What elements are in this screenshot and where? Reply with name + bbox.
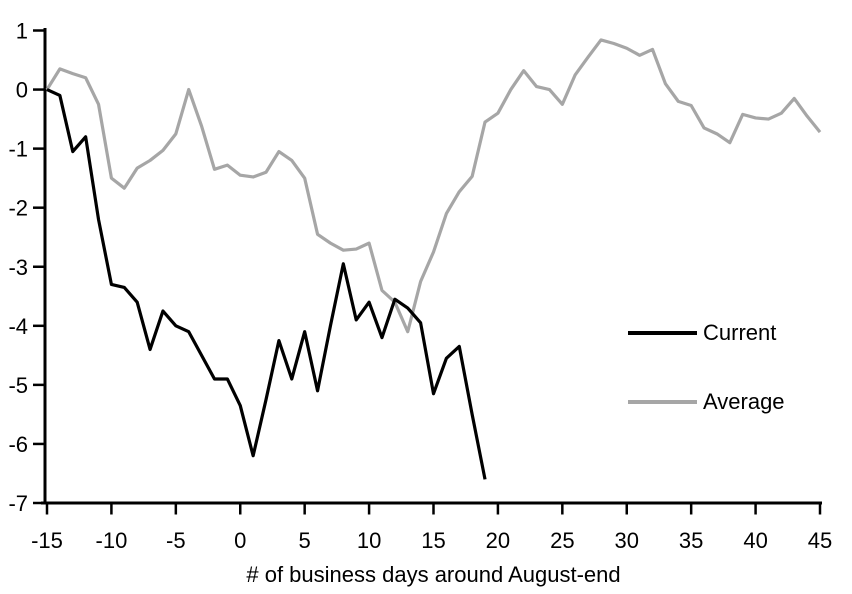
y-tick-label: -2 xyxy=(8,196,28,221)
legend-label-current: Current xyxy=(703,320,777,345)
series-average-line xyxy=(45,38,822,334)
x-tick-label: 15 xyxy=(421,528,445,553)
x-axis-title: # of business days around August-end xyxy=(246,562,621,587)
x-tick-label: -5 xyxy=(166,528,186,553)
x-tick-label: -15 xyxy=(31,528,63,553)
x-tick-label: 10 xyxy=(357,528,381,553)
y-tick-label: 0 xyxy=(16,78,28,103)
legend-label-average: Average xyxy=(703,389,785,414)
current-line-swatch xyxy=(628,331,697,335)
y-tick-label: -6 xyxy=(8,432,28,457)
y-tick-label: -3 xyxy=(8,255,28,280)
legend-item-current: Current xyxy=(628,322,776,344)
y-tick-label: 1 xyxy=(16,19,28,44)
x-tick-label: 40 xyxy=(743,528,767,553)
legend-item-average: Average xyxy=(628,391,785,413)
x-tick-label: 45 xyxy=(808,528,832,553)
x-tick-label: 5 xyxy=(299,528,311,553)
x-tick-label: 0 xyxy=(234,528,246,553)
y-tick-label: -5 xyxy=(8,373,28,398)
x-tick-label: 20 xyxy=(486,528,510,553)
x-tick-label: -10 xyxy=(96,528,128,553)
y-tick-label: -1 xyxy=(8,137,28,162)
y-tick-label: -4 xyxy=(8,314,28,339)
series-current-line xyxy=(46,88,487,480)
x-tick-label: 30 xyxy=(615,528,639,553)
x-tick-label: 25 xyxy=(550,528,574,553)
average-line-swatch xyxy=(628,400,697,404)
y-tick-label: -7 xyxy=(8,491,28,516)
x-tick-label: 35 xyxy=(679,528,703,553)
